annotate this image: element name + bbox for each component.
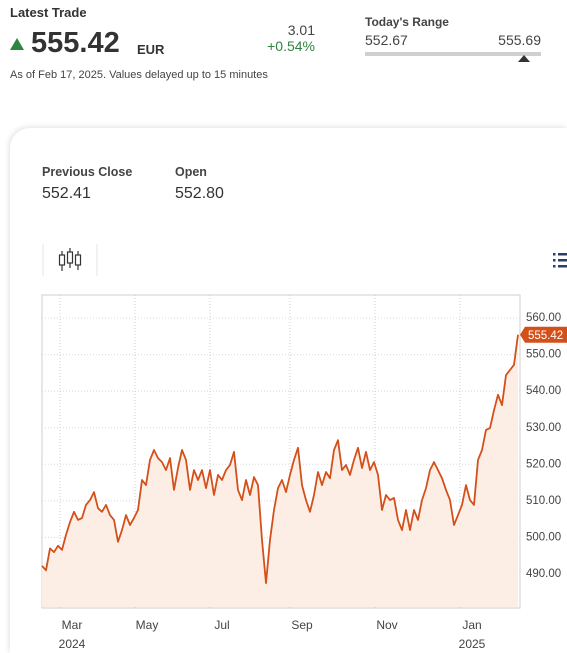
x-tick-label: Mar [62, 618, 83, 632]
x-tick-label: Jan [462, 618, 481, 632]
stat-label: Previous Close [42, 165, 133, 179]
x-tick-year: 2024 [59, 637, 86, 651]
price-tag [520, 326, 567, 343]
y-tick-label: 530.00 [526, 422, 561, 434]
area [42, 334, 518, 607]
stat-value: 552.41 [42, 185, 91, 202]
y-tick-label: 540.00 [526, 385, 561, 397]
stat-label: Open [175, 165, 207, 179]
up-arrow [10, 38, 24, 50]
y-tick-label: 560.00 [526, 312, 561, 324]
range-low: 552.67 [365, 32, 408, 48]
y-tick-label: 510.00 [526, 495, 561, 507]
line [41, 334, 519, 584]
delay-note: As of Feb 17, 2025. Values delayed up to… [10, 69, 268, 81]
range-label: Today's Range [365, 15, 449, 29]
range-marker [518, 55, 530, 62]
x-tick-label: Jul [214, 618, 229, 632]
x-tick-label: Nov [376, 618, 397, 632]
currency: EUR [137, 42, 165, 57]
y-tick-label: 500.00 [526, 531, 561, 543]
candlestick-icon[interactable] [58, 248, 82, 271]
change: 3.01 [287, 22, 315, 38]
x-tick-label: May [136, 618, 159, 632]
menu-icon[interactable] [553, 253, 567, 268]
price: 555.42 [31, 27, 120, 59]
latest-trade-label: Latest Trade [10, 5, 87, 20]
stat-value: 552.80 [175, 185, 224, 202]
change-percent: +0.54% [267, 38, 315, 54]
y-tick-label: 520.00 [526, 458, 561, 470]
range-bar [365, 52, 541, 56]
y-tick-label: 490.00 [526, 568, 561, 580]
y-tick-label: 550.00 [526, 349, 561, 361]
range-high: 555.69 [498, 32, 541, 48]
price-tag-label: 555.42 [528, 330, 563, 342]
x-tick-year: 2025 [459, 637, 486, 651]
x-tick-label: Sep [291, 618, 313, 632]
